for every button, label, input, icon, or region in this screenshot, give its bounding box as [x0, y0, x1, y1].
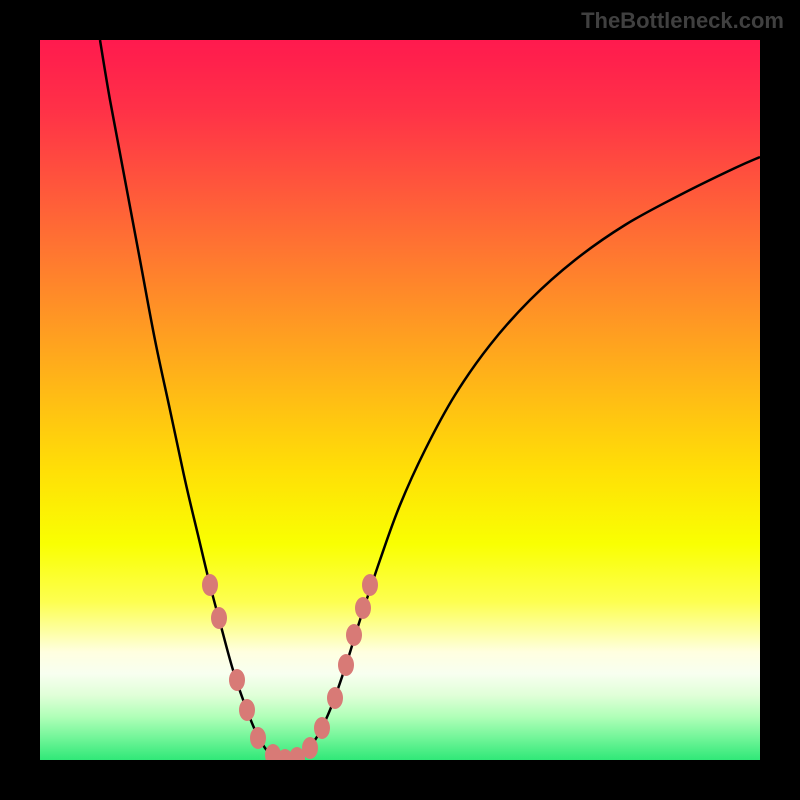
right-markers	[302, 574, 378, 759]
watermark-text: TheBottleneck.com	[581, 8, 784, 34]
marker-point	[327, 687, 343, 709]
marker-point	[229, 669, 245, 691]
marker-point	[250, 727, 266, 749]
marker-point	[211, 607, 227, 629]
chart-container: TheBottleneck.com	[0, 0, 800, 800]
marker-point	[355, 597, 371, 619]
marker-point	[362, 574, 378, 596]
marker-point	[314, 717, 330, 739]
plot-area	[40, 40, 760, 760]
marker-point	[239, 699, 255, 721]
marker-point	[202, 574, 218, 596]
marker-point	[338, 654, 354, 676]
left-markers	[202, 574, 305, 760]
right-curve	[285, 157, 760, 760]
marker-point	[302, 737, 318, 759]
marker-point	[346, 624, 362, 646]
left-curve	[100, 40, 285, 760]
chart-svg	[40, 40, 760, 760]
